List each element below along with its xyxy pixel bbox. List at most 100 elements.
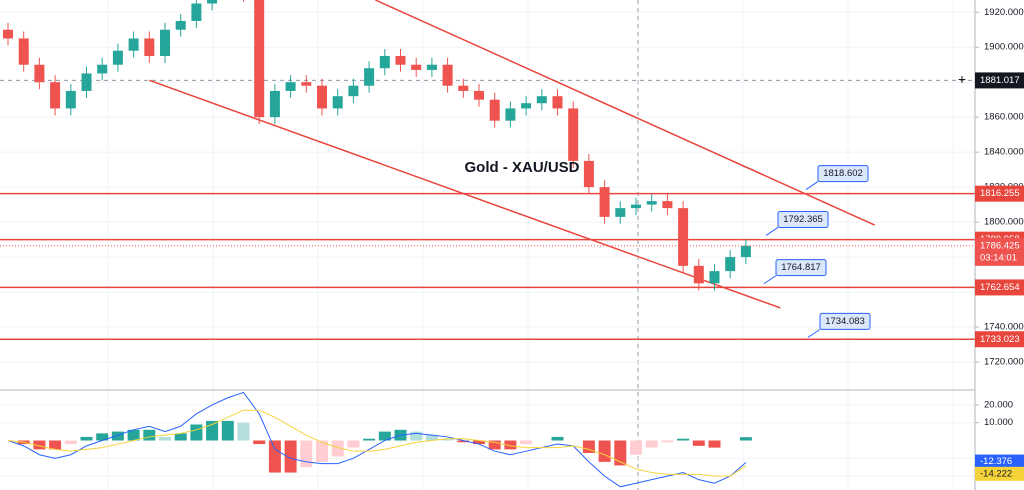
- candle-body: [646, 201, 657, 205]
- candle-body: [395, 55, 406, 65]
- price-pane: 1818.602 1792.365 1764.817 1734.083: [0, 0, 975, 363]
- y-tick-label: 1740.000: [984, 322, 1024, 333]
- histogram-bar: [378, 431, 391, 441]
- histogram-bar: [347, 440, 360, 448]
- candle-body: [442, 64, 453, 86]
- candle-body: [301, 82, 312, 86]
- candle-body: [426, 64, 437, 70]
- callout-pointer: [765, 227, 779, 236]
- macd-value: -12.376: [980, 456, 1012, 467]
- histogram-bar: [174, 433, 187, 441]
- candle-body: [583, 160, 594, 188]
- candle-body: [678, 208, 689, 266]
- histogram-bar: [363, 438, 376, 441]
- level-label: 1816.255: [980, 188, 1020, 199]
- candle-body: [631, 204, 641, 209]
- macd-line: [7, 391, 747, 488]
- macd-value: -14.222: [980, 468, 1012, 479]
- histogram-bar: [504, 440, 517, 450]
- callout-pointer: [763, 275, 777, 285]
- y-tick-label: 1900.000: [984, 42, 1024, 53]
- candle-body: [505, 108, 516, 121]
- candle-body: [144, 38, 155, 56]
- candle-body: [521, 103, 532, 109]
- current-price-badge: [975, 237, 1024, 266]
- histogram-bar: [143, 429, 156, 441]
- histogram-bar: [64, 440, 77, 445]
- candle-body: [285, 82, 296, 91]
- histogram-bar: [316, 440, 328, 462]
- level-label: 1762.654: [980, 282, 1020, 293]
- candle-body: [269, 90, 280, 118]
- candle-body: [662, 201, 673, 209]
- histogram-bar: [410, 431, 423, 441]
- crosshair-badge: [975, 72, 1024, 89]
- histogram-bar: [473, 440, 485, 445]
- vertical-grid: [107, 0, 954, 490]
- histogram-bar: [80, 436, 93, 441]
- axis-labels: 1720.0001740.0001760.0001780.0001800.000…: [958, 7, 1024, 482]
- macd-badge: [975, 454, 1024, 469]
- y-tick-label: 1860.000: [984, 112, 1024, 123]
- candle-body: [364, 68, 375, 86]
- histogram-bar: [630, 440, 642, 455]
- crosshair-price: 1881.017: [980, 75, 1020, 86]
- histogram-bar: [708, 440, 721, 448]
- candle-body: [536, 96, 547, 104]
- candle-body: [332, 96, 343, 109]
- histogram-bar: [677, 438, 690, 441]
- histogram-bar: [190, 424, 203, 441]
- callout-label: 1764.817: [781, 262, 821, 273]
- candle-body: [725, 257, 736, 272]
- callout-label: 1792.365: [783, 214, 823, 225]
- candle-body: [81, 73, 92, 91]
- callout-box: [819, 312, 871, 330]
- candle-body: [254, 0, 265, 118]
- histogram-bar: [551, 436, 564, 441]
- trendline: [375, 0, 875, 226]
- callout-pointer: [807, 328, 821, 338]
- candle-body: [317, 85, 327, 109]
- candle-body: [411, 64, 422, 70]
- candle-body: [34, 64, 45, 83]
- histogram-bar: [661, 440, 674, 443]
- histogram-bar: [206, 420, 219, 441]
- candle-body: [615, 208, 626, 217]
- candle-body: [191, 3, 202, 21]
- candle-body: [50, 82, 61, 109]
- candle-body: [693, 265, 704, 284]
- candle-body: [160, 29, 170, 56]
- callout-label: 1734.083: [825, 316, 865, 327]
- countdown: 03:14:01: [980, 252, 1017, 263]
- candle-body: [740, 245, 751, 258]
- level-badge: [975, 279, 1024, 296]
- histogram-bar: [645, 440, 658, 448]
- callout-box: [777, 210, 829, 228]
- histogram-bar: [284, 440, 297, 473]
- level-badge: [975, 331, 1024, 348]
- histogram-bar: [331, 440, 344, 457]
- callout-pointer: [805, 181, 819, 190]
- histogram-bar: [614, 440, 627, 466]
- histogram-bar: [598, 440, 611, 462]
- histogram-bar: [49, 440, 62, 450]
- histogram-bar: [253, 440, 266, 445]
- histogram-bar: [441, 438, 454, 441]
- candle-body: [568, 108, 579, 161]
- level-label: 1733.023: [980, 334, 1020, 345]
- y-tick-label: 1920.000: [984, 7, 1024, 18]
- histogram-bar: [488, 440, 501, 450]
- candle-body: [489, 99, 500, 121]
- y-tick-label: 1800.000: [984, 217, 1024, 228]
- macd-badge: [975, 466, 1024, 481]
- macd-tick-label: 10.000: [984, 417, 1013, 428]
- histogram-bar: [300, 440, 313, 468]
- histogram-bar: [457, 440, 470, 443]
- candle-body: [348, 85, 359, 97]
- crosshair-plus: +: [958, 71, 966, 87]
- histogram-bar: [520, 440, 533, 445]
- candle-body: [474, 90, 484, 100]
- candle-body: [207, 0, 218, 4]
